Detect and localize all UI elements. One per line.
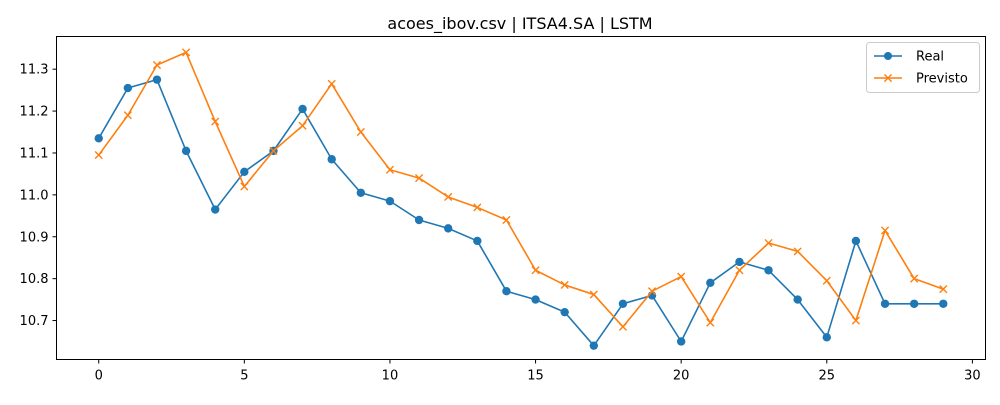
data-point-real bbox=[531, 295, 540, 304]
data-point-previsto bbox=[269, 146, 278, 155]
data-point-previsto bbox=[298, 121, 307, 130]
data-point-previsto bbox=[240, 182, 249, 191]
data-point-previsto bbox=[123, 111, 132, 120]
x-tick-label: 15 bbox=[527, 369, 544, 384]
data-point-real bbox=[706, 278, 715, 288]
x-tick-label: 25 bbox=[819, 369, 836, 384]
data-point-previsto bbox=[589, 290, 598, 299]
y-tick-label: 10.7 bbox=[20, 314, 49, 329]
legend: Real Previsto bbox=[866, 42, 980, 93]
data-point-real bbox=[560, 307, 569, 317]
data-point-real bbox=[327, 155, 336, 164]
data-point-previsto bbox=[94, 150, 103, 160]
legend-box bbox=[866, 42, 980, 93]
x-tick-label: 20 bbox=[673, 369, 690, 384]
data-point-previsto bbox=[735, 266, 744, 275]
y-tick-label: 11.3 bbox=[20, 63, 49, 78]
data-point-real bbox=[414, 215, 424, 225]
data-point-real bbox=[356, 188, 366, 197]
legend-marker-previsto bbox=[883, 73, 893, 83]
data-point-previsto bbox=[502, 215, 511, 225]
data-point-previsto bbox=[444, 192, 453, 202]
data-point-real bbox=[676, 337, 686, 346]
data-point-previsto bbox=[473, 203, 482, 212]
data-point-real bbox=[764, 266, 773, 275]
data-point-real bbox=[880, 299, 890, 308]
data-point-previsto bbox=[677, 272, 686, 281]
x-tick-label: 5 bbox=[240, 369, 248, 384]
series-line-previsto bbox=[98, 51, 944, 328]
data-point-previsto bbox=[822, 276, 831, 285]
y-tick-label: 11.2 bbox=[20, 105, 49, 120]
data-point-previsto bbox=[764, 238, 773, 248]
data-point-previsto bbox=[327, 79, 336, 88]
data-point-previsto bbox=[385, 165, 395, 174]
data-point-previsto bbox=[939, 285, 948, 294]
series-real bbox=[94, 75, 948, 350]
y-axis: 10.7 10.8 10.9 11.0 11.1 11.2 11.3 bbox=[20, 63, 57, 329]
y-tick-label: 11.1 bbox=[20, 146, 49, 161]
legend-marker-real bbox=[884, 52, 892, 60]
x-tick-label: 30 bbox=[964, 369, 981, 384]
data-point-real bbox=[473, 236, 482, 246]
y-tick-label: 11.0 bbox=[20, 188, 49, 203]
data-point-real bbox=[211, 205, 220, 214]
data-point-previsto bbox=[647, 287, 657, 296]
data-point-previsto bbox=[618, 322, 628, 331]
data-point-real bbox=[589, 341, 599, 350]
data-point-previsto bbox=[880, 226, 890, 235]
plot-area bbox=[56, 36, 986, 360]
data-point-previsto bbox=[706, 318, 715, 327]
x-tick-label: 0 bbox=[95, 369, 103, 384]
data-point-real bbox=[793, 295, 802, 304]
data-point-previsto bbox=[531, 266, 540, 275]
x-tick-label: 10 bbox=[382, 369, 399, 384]
chart-title: acoes_ibov.csv | ITSA4.SA | LSTM bbox=[387, 14, 652, 34]
y-tick-label: 10.8 bbox=[20, 272, 49, 287]
data-point-previsto bbox=[851, 316, 861, 325]
legend-label-previsto: Previsto bbox=[916, 72, 968, 87]
series-line-real bbox=[98, 78, 944, 347]
data-point-real bbox=[443, 224, 453, 233]
data-point-previsto bbox=[910, 274, 919, 283]
data-point-previsto bbox=[414, 174, 424, 183]
data-point-previsto bbox=[152, 60, 162, 70]
series-layer bbox=[94, 48, 948, 350]
data-point-real bbox=[822, 333, 831, 342]
data-point-previsto bbox=[356, 127, 365, 137]
x-axis: 0 5 10 15 20 25 30 bbox=[95, 359, 981, 384]
data-point-real bbox=[123, 83, 133, 93]
data-point-previsto bbox=[211, 117, 220, 126]
data-point-real bbox=[94, 134, 103, 143]
data-point-real bbox=[502, 287, 511, 296]
data-point-real bbox=[735, 257, 744, 267]
data-point-real bbox=[152, 75, 162, 84]
data-point-real bbox=[298, 104, 307, 114]
data-point-real bbox=[909, 299, 919, 308]
y-tick-label: 10.9 bbox=[20, 230, 49, 245]
data-point-previsto bbox=[560, 280, 569, 290]
data-point-real bbox=[618, 299, 628, 308]
data-point-real bbox=[181, 146, 191, 156]
data-point-real bbox=[851, 236, 861, 246]
series-previsto bbox=[94, 48, 948, 331]
data-point-previsto bbox=[793, 247, 802, 256]
data-point-previsto bbox=[181, 48, 191, 57]
data-point-real bbox=[385, 196, 395, 206]
legend-label-real: Real bbox=[916, 50, 944, 65]
data-point-real bbox=[939, 299, 948, 308]
data-point-real bbox=[240, 167, 249, 177]
